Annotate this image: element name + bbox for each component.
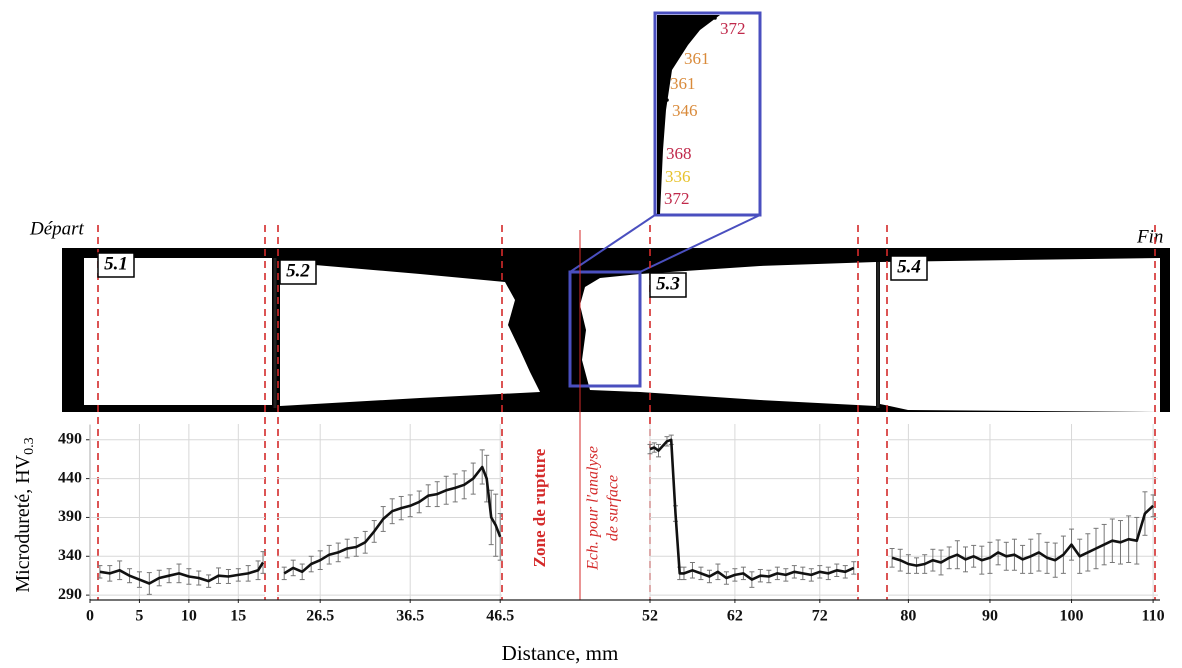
error-bar	[889, 548, 895, 568]
inset-point	[659, 141, 663, 145]
start-label: Départ	[29, 218, 85, 239]
error-bar	[97, 565, 103, 579]
inset-point	[677, 46, 681, 50]
y-tick-label: 440	[58, 469, 82, 486]
inset-point	[663, 71, 667, 75]
x-tick-label: 100	[1060, 608, 1084, 625]
end-label: Fin	[1136, 226, 1163, 247]
section-box	[890, 255, 928, 281]
section-label: 5.3	[656, 273, 680, 294]
inset-value: 361	[670, 74, 696, 93]
x-tick-label: 26.5	[306, 608, 334, 625]
x-tick-label: 80	[900, 608, 916, 625]
hardness-line	[99, 561, 265, 585]
section-box	[279, 259, 317, 285]
x-tick-label: 90	[982, 608, 998, 625]
section-boundaries	[97, 225, 1156, 600]
y-axis-title: Microdureté, HV0.3	[12, 437, 38, 592]
x-tick-label: 46.5	[486, 608, 514, 625]
y-axis-title-main: Microdureté, HV	[12, 454, 34, 592]
inset-value: 368	[666, 144, 692, 163]
y-tick-label: 490	[58, 430, 82, 447]
sample-label: de surface	[605, 475, 622, 541]
hardness-line	[283, 465, 502, 575]
section-label: 5.1	[104, 253, 128, 274]
x-tick-label: 15	[230, 608, 246, 625]
hardness-line	[891, 504, 1154, 567]
x-tick-label: 72	[812, 608, 828, 625]
inset-point	[658, 164, 662, 168]
section-box	[649, 272, 687, 298]
hardness-line	[649, 438, 855, 581]
inset-point	[713, 16, 717, 20]
section-label: 5.2	[286, 260, 310, 281]
y-tick-label: 340	[58, 547, 82, 564]
rupture-label: Zone de rupture	[530, 448, 549, 567]
x-tick-label: 52	[642, 608, 658, 625]
inset	[568, 11, 762, 388]
section-label: 5.4	[897, 256, 921, 277]
x-tick-label: 0	[86, 608, 94, 625]
inset-value: 372	[720, 19, 746, 38]
error-bar	[1150, 494, 1156, 518]
section-box	[97, 252, 135, 278]
sample-label: Ech. pour l'analyse	[585, 446, 602, 571]
inset-point	[657, 186, 661, 190]
y-tick-label: 390	[58, 508, 82, 525]
y-tick-label: 290	[58, 586, 82, 603]
inset-value: 336	[665, 167, 691, 186]
y-axis-title-sub: 0.3	[22, 437, 37, 455]
x-tick-label: 110	[1142, 608, 1165, 625]
x-tick-label: 5	[135, 608, 143, 625]
inset-value: 346	[672, 101, 698, 120]
error-bar	[260, 551, 266, 574]
x-tick-label: 10	[181, 608, 197, 625]
x-tick-label: 62	[727, 608, 743, 625]
x-axis-title: Distance, mm	[502, 641, 619, 665]
inset-point	[665, 98, 669, 102]
x-tick-label: 36.5	[396, 608, 424, 625]
inset-value: 361	[684, 49, 710, 68]
inset-value: 372	[664, 189, 690, 208]
